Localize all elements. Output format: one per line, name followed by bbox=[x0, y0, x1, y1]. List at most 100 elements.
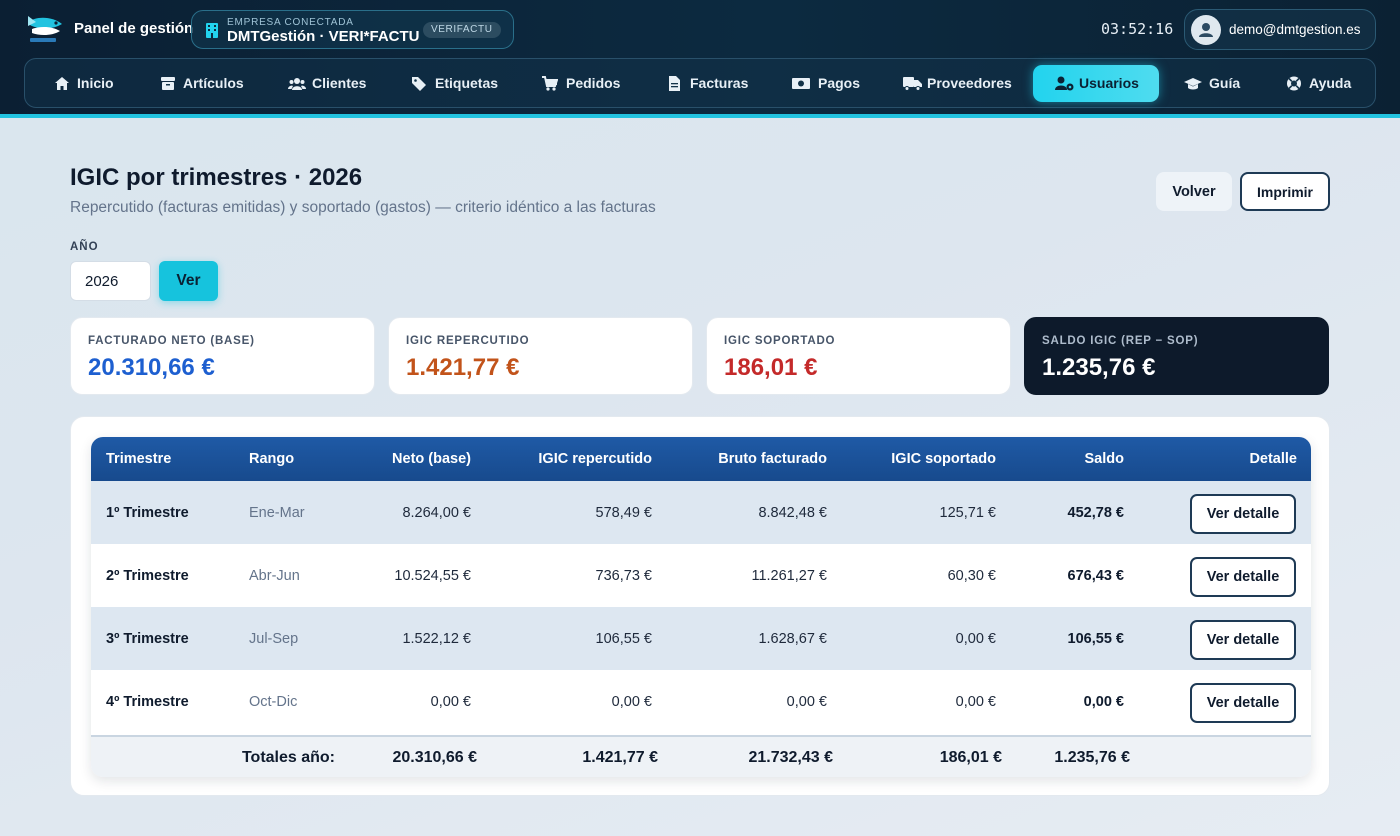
kpi-label: SALDO IGIC (REP − SOP) bbox=[1042, 335, 1199, 347]
nav-item-articulos[interactable]: Artículos bbox=[145, 65, 273, 102]
invoice-icon bbox=[669, 76, 680, 91]
cell-repercutido: 106,55 € bbox=[595, 631, 652, 647]
kpi-card-facturado: FACTURADO NETO (BASE) 20.310,66 € bbox=[70, 317, 375, 395]
lifebuoy-icon bbox=[1287, 76, 1301, 91]
col-neto: Neto (base) bbox=[392, 451, 471, 467]
table-row: 2º Trimestre Abr-Jun 10.524,55 € 736,73 … bbox=[91, 544, 1311, 607]
nav-item-etiquetas[interactable]: Etiquetas bbox=[395, 65, 513, 102]
cell-neto: 1.522,12 € bbox=[402, 631, 471, 647]
year-label: AÑO bbox=[70, 241, 99, 253]
nav-item-proveedores[interactable]: Proveedores bbox=[887, 65, 1027, 102]
view-detail-button[interactable]: Ver detalle bbox=[1190, 557, 1296, 597]
clock: 03:52:16 bbox=[1101, 20, 1174, 38]
col-saldo: Saldo bbox=[1084, 451, 1124, 467]
cell-neto: 0,00 € bbox=[430, 694, 471, 710]
graduation-cap-icon bbox=[1184, 78, 1202, 90]
cell-rango: Ene-Mar bbox=[249, 505, 305, 521]
page-subtitle: Repercutido (facturas emitidas) y soport… bbox=[70, 199, 656, 216]
cell-rango: Jul-Sep bbox=[249, 631, 299, 647]
company-eyebrow: EMPRESA CONECTADA bbox=[227, 17, 354, 28]
fish-logo-icon bbox=[28, 16, 62, 42]
tags-icon bbox=[412, 77, 426, 91]
col-detalle: Detalle bbox=[1249, 451, 1297, 467]
col-rango: Rango bbox=[249, 451, 295, 467]
cell-trimestre: 1º Trimestre bbox=[106, 505, 189, 521]
nav-label: Guía bbox=[1209, 75, 1241, 91]
cell-trimestre: 2º Trimestre bbox=[106, 568, 189, 584]
nav-label: Etiquetas bbox=[435, 75, 499, 91]
col-repercutido: IGIC repercutido bbox=[538, 451, 652, 467]
cell-rango: Abr-Jun bbox=[249, 568, 300, 584]
nav-label: Pagos bbox=[818, 75, 861, 91]
kpi-card-saldo: SALDO IGIC (REP − SOP) 1.235,76 € bbox=[1024, 317, 1329, 395]
page-title: IGIC por trimestres · 2026 bbox=[70, 164, 363, 191]
total-soportado: 186,01 € bbox=[939, 749, 1002, 766]
back-button[interactable]: Volver bbox=[1156, 172, 1232, 211]
cell-soportado: 0,00 € bbox=[955, 694, 996, 710]
nav-item-guia[interactable]: Guía bbox=[1168, 65, 1252, 102]
kpi-label: IGIC REPERCUTIDO bbox=[406, 335, 530, 347]
cart-icon bbox=[542, 76, 558, 91]
nav-item-facturas[interactable]: Facturas bbox=[652, 65, 760, 102]
col-bruto: Bruto facturado bbox=[718, 451, 827, 467]
company-selector[interactable]: EMPRESA CONECTADA DMTGestión · VERI*FACT… bbox=[191, 10, 514, 49]
cell-soportado: 125,71 € bbox=[939, 505, 996, 521]
view-button[interactable]: Ver bbox=[159, 261, 218, 301]
nav-item-ayuda[interactable]: Ayuda bbox=[1270, 65, 1364, 102]
nav-item-inicio[interactable]: Inicio bbox=[38, 65, 148, 102]
cell-bruto: 0,00 € bbox=[786, 694, 827, 710]
cell-soportado: 60,30 € bbox=[947, 568, 996, 584]
totals-label: Totales año: bbox=[241, 749, 335, 766]
kpi-card-soportado: IGIC SOPORTADO 186,01 € bbox=[706, 317, 1011, 395]
table-totals: Totales año: 20.310,66 € 1.421,77 € 21.7… bbox=[91, 735, 1311, 777]
cell-repercutido: 578,49 € bbox=[595, 505, 652, 521]
cell-bruto: 1.628,67 € bbox=[758, 631, 827, 647]
kpi-value: 1.421,77 € bbox=[406, 354, 520, 381]
nav-label: Artículos bbox=[183, 75, 244, 91]
user-icon bbox=[1199, 23, 1213, 37]
nav-label: Clientes bbox=[312, 75, 367, 91]
view-detail-button[interactable]: Ver detalle bbox=[1190, 683, 1296, 723]
view-detail-button[interactable]: Ver detalle bbox=[1190, 620, 1296, 660]
home-icon bbox=[55, 77, 69, 90]
total-repercutido: 1.421,77 € bbox=[582, 749, 658, 766]
user-gear-icon bbox=[1055, 76, 1074, 91]
user-email: demo@dmtgestion.es bbox=[1229, 22, 1361, 37]
cell-saldo: 452,78 € bbox=[1067, 505, 1124, 521]
nav-item-clientes[interactable]: Clientes bbox=[272, 65, 390, 102]
cell-neto: 10.524,55 € bbox=[394, 568, 471, 584]
brand-title: Panel de gestión bbox=[74, 20, 194, 37]
nav-label: Usuarios bbox=[1079, 75, 1139, 91]
top-header: Panel de gestión EMPRESA CONECTADA DMTGe… bbox=[0, 0, 1400, 118]
nav-label: Proveedores bbox=[927, 75, 1012, 91]
view-detail-button[interactable]: Ver detalle bbox=[1190, 494, 1296, 534]
total-saldo: 1.235,76 € bbox=[1054, 749, 1130, 766]
kpi-label: FACTURADO NETO (BASE) bbox=[88, 335, 255, 347]
truck-icon bbox=[903, 77, 922, 91]
money-icon bbox=[792, 78, 810, 89]
cell-trimestre: 4º Trimestre bbox=[106, 694, 189, 710]
print-button[interactable]: Imprimir bbox=[1240, 172, 1330, 211]
main-nav: Inicio Artículos Clientes Etiquetas Pedi… bbox=[24, 58, 1376, 108]
cell-saldo: 106,55 € bbox=[1067, 631, 1124, 647]
kpi-value: 1.235,76 € bbox=[1042, 354, 1156, 381]
company-name: DMTGestión · VERI*FACTU bbox=[227, 28, 420, 45]
cell-repercutido: 736,73 € bbox=[595, 568, 652, 584]
avatar bbox=[1191, 15, 1221, 45]
nav-label: Ayuda bbox=[1309, 75, 1352, 91]
kpi-card-repercutido: IGIC REPERCUTIDO 1.421,77 € bbox=[388, 317, 693, 395]
cell-bruto: 8.842,48 € bbox=[758, 505, 827, 521]
cell-bruto: 11.261,27 € bbox=[751, 568, 827, 584]
nav-label: Pedidos bbox=[566, 75, 621, 91]
cell-saldo: 0,00 € bbox=[1083, 694, 1124, 710]
user-menu[interactable]: demo@dmtgestion.es bbox=[1184, 9, 1376, 50]
table-header: Trimestre Rango Neto (base) IGIC repercu… bbox=[91, 437, 1311, 481]
nav-item-pagos[interactable]: Pagos bbox=[776, 65, 874, 102]
year-input[interactable] bbox=[70, 261, 151, 301]
nav-item-usuarios[interactable]: Usuarios bbox=[1033, 65, 1159, 102]
nav-item-pedidos[interactable]: Pedidos bbox=[526, 65, 630, 102]
kpi-value: 20.310,66 € bbox=[88, 354, 215, 381]
kpi-label: IGIC SOPORTADO bbox=[724, 335, 836, 347]
col-soportado: IGIC soportado bbox=[891, 451, 996, 467]
users-icon bbox=[288, 78, 306, 90]
